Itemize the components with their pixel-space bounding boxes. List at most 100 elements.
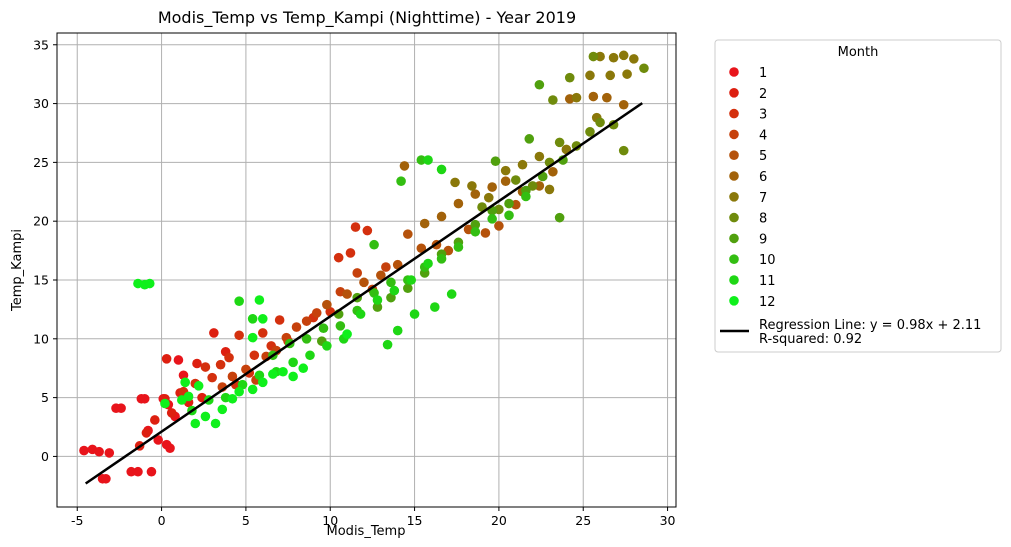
legend-label: 5 xyxy=(759,149,767,164)
data-point xyxy=(301,316,312,326)
data-point xyxy=(524,134,535,144)
data-point xyxy=(406,275,416,285)
legend-marker xyxy=(729,192,739,202)
legend-item-month-11: 11 xyxy=(729,274,776,289)
data-point xyxy=(183,391,194,402)
data-point xyxy=(554,137,565,148)
data-point xyxy=(534,151,545,162)
data-point xyxy=(416,243,427,254)
series-month-12 xyxy=(133,278,352,429)
data-point xyxy=(548,166,558,177)
data-point xyxy=(487,182,497,192)
data-point xyxy=(150,415,160,425)
data-point xyxy=(470,189,481,199)
data-point xyxy=(585,126,595,137)
data-point xyxy=(101,473,111,484)
data-point xyxy=(217,404,228,415)
legend-label: 8 xyxy=(759,212,767,227)
data-point xyxy=(494,221,504,231)
data-point xyxy=(190,418,201,429)
legend-label: 10 xyxy=(759,253,776,268)
data-point xyxy=(500,176,511,186)
data-point xyxy=(247,314,258,324)
data-point xyxy=(166,408,177,418)
data-points xyxy=(79,50,649,484)
x-tick-label: 30 xyxy=(660,513,676,528)
data-point xyxy=(359,277,369,288)
x-axis-ticks: -5 0 5 10 15 20 25 30 xyxy=(71,507,676,528)
data-point xyxy=(139,393,150,404)
data-point xyxy=(416,155,427,165)
legend-item-month-5: 5 xyxy=(729,149,767,164)
data-point xyxy=(480,228,491,238)
data-point xyxy=(249,350,260,361)
legend-label: 4 xyxy=(759,128,767,143)
data-point xyxy=(234,386,244,397)
legend-item-month-2: 2 xyxy=(729,87,767,102)
data-point xyxy=(605,70,616,81)
data-point xyxy=(257,377,268,388)
data-point xyxy=(352,268,363,278)
y-tick-label: 5 xyxy=(41,390,49,405)
data-point xyxy=(382,339,393,350)
legend-marker xyxy=(729,254,739,264)
data-point xyxy=(534,181,545,191)
data-point xyxy=(144,278,155,289)
y-axis-title: Temp_Kampi xyxy=(10,229,25,312)
y-tick-label: 20 xyxy=(33,214,49,229)
data-point xyxy=(396,176,406,186)
y-tick-label: 35 xyxy=(33,37,49,52)
data-point xyxy=(423,258,433,269)
data-point xyxy=(173,355,184,365)
legend-label: 1 xyxy=(759,66,767,81)
data-point xyxy=(369,239,379,250)
data-point xyxy=(247,384,258,395)
data-point xyxy=(234,330,244,341)
data-point xyxy=(571,92,582,103)
y-tick-label: 0 xyxy=(41,449,49,464)
data-point xyxy=(372,295,383,305)
data-point xyxy=(618,145,629,156)
data-point xyxy=(399,161,410,171)
data-point xyxy=(298,363,309,374)
data-point xyxy=(254,295,265,305)
data-point xyxy=(322,341,332,351)
x-tick-label: 0 xyxy=(158,513,166,528)
y-tick-label: 30 xyxy=(33,96,49,111)
data-point xyxy=(224,352,234,363)
data-point xyxy=(500,165,511,176)
data-point xyxy=(288,357,298,368)
data-point xyxy=(517,159,528,170)
data-point xyxy=(527,181,538,191)
y-tick-label: 10 xyxy=(33,331,49,346)
data-point xyxy=(588,91,599,102)
data-point xyxy=(227,371,238,382)
series-month-11 xyxy=(187,155,457,416)
chart-title: Modis_Temp vs Temp_Kampi (Nighttime) - Y… xyxy=(158,8,576,28)
data-point xyxy=(79,445,89,456)
legend-item-month-1: 1 xyxy=(729,66,767,81)
data-point xyxy=(564,72,575,83)
data-point xyxy=(389,285,400,296)
data-point xyxy=(318,323,329,334)
data-point xyxy=(355,309,366,319)
data-point xyxy=(322,299,332,310)
grid-lines xyxy=(57,33,676,507)
data-point xyxy=(436,211,447,222)
data-point xyxy=(210,418,221,429)
data-point xyxy=(487,214,497,224)
data-point xyxy=(521,191,531,202)
x-tick-label: 10 xyxy=(322,513,338,528)
legend-item-month-7: 7 xyxy=(729,191,767,206)
data-point xyxy=(544,184,555,195)
data-point xyxy=(126,466,137,477)
legend-marker xyxy=(729,212,739,223)
data-point xyxy=(639,63,649,74)
data-point xyxy=(419,218,430,229)
legend-label: 3 xyxy=(759,108,767,123)
x-tick-label: -5 xyxy=(71,513,83,528)
legend-label: 2 xyxy=(759,87,767,102)
data-point xyxy=(470,226,481,237)
data-point xyxy=(165,443,175,453)
